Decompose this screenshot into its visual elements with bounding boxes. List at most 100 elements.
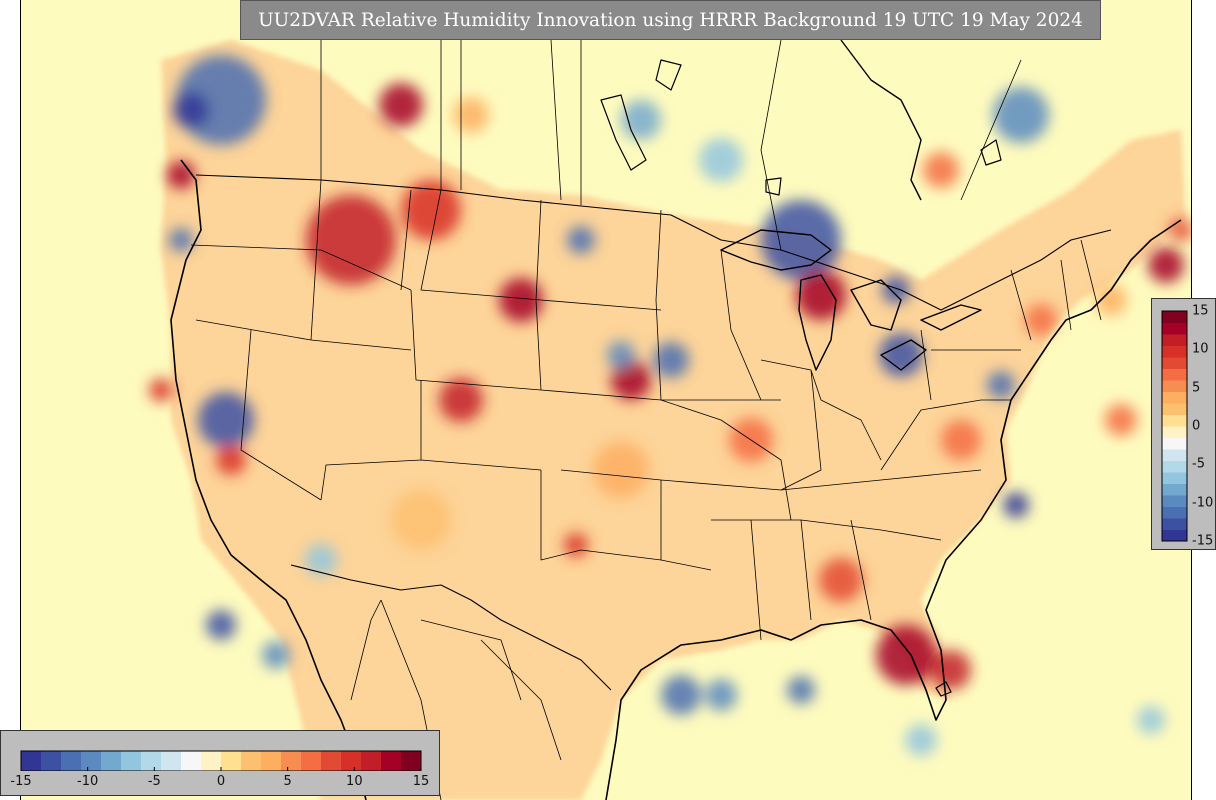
colorbar-swatch (221, 751, 242, 771)
innovation-anomaly (169, 228, 193, 252)
innovation-anomaly (306, 195, 396, 285)
colorbar-tick-label: 10 (1192, 341, 1209, 357)
innovation-anomaly (611, 360, 651, 400)
innovation-anomaly (607, 341, 635, 369)
innovation-anomaly (993, 87, 1049, 143)
state-borders (190, 40, 1102, 800)
innovation-anomaly (567, 226, 595, 254)
colorbar-swatch (1162, 414, 1187, 427)
innovation-anomaly (923, 152, 959, 188)
west-coastline (170, 159, 367, 800)
colorbar-swatch (1162, 403, 1187, 415)
colorbar-swatch (1162, 506, 1187, 519)
innovation-anomaly (879, 333, 923, 377)
innovation-anomaly (653, 342, 689, 378)
colorbar-swatch (281, 751, 302, 771)
colorbar-tick-label: 15 (412, 774, 430, 789)
innovation-anomalies (149, 55, 1191, 756)
colorbar-swatch (341, 751, 362, 771)
colorbar-swatch (21, 751, 42, 771)
colorbar-swatch (1162, 529, 1187, 542)
innovation-anomaly (1003, 492, 1029, 518)
colorbar-swatch (141, 751, 162, 771)
colorbar-swatch (201, 751, 222, 771)
colorbar-outline (1161, 310, 1188, 542)
colorbar-swatch (1162, 495, 1187, 507)
innovation-anomaly (796, 270, 846, 320)
innovation-anomaly (987, 371, 1015, 399)
colorbar-swatch (1162, 357, 1187, 369)
colorbar-tick-label: 10 (346, 774, 363, 789)
geographic-borders (170, 39, 1182, 800)
innovation-anomaly (882, 276, 910, 304)
mexico-border (290, 564, 612, 691)
colorbar-swatch (181, 751, 202, 771)
colorbar-tick-label: -10 (1192, 495, 1214, 511)
innovation-anomaly (439, 378, 483, 422)
colorbar-swatch (121, 751, 142, 771)
quebec-lakes (600, 59, 1002, 196)
humidity-map (21, 0, 1191, 800)
innovation-anomaly (453, 97, 489, 133)
innovation-anomaly (379, 83, 423, 127)
colorbar-swatch (1162, 322, 1187, 335)
innovation-anomaly (499, 278, 543, 322)
innovation-anomaly (1025, 304, 1057, 336)
innovation-anomaly (167, 161, 195, 189)
innovation-anomaly (1105, 404, 1137, 436)
great-lakes (720, 229, 982, 371)
colorbar-swatch (161, 751, 182, 771)
colorbar-horizontal-scale (20, 750, 422, 771)
innovation-anomaly (931, 650, 971, 690)
innovation-anomaly (593, 442, 649, 498)
innovation-anomaly (262, 641, 290, 669)
innovation-anomaly (216, 445, 246, 475)
innovation-anomaly (401, 180, 461, 240)
colorbar-tick-label: -5 (1192, 456, 1205, 472)
colorbar-swatch (1162, 472, 1187, 484)
colorbar-tick-label: 15 (1192, 303, 1209, 319)
colorbar-swatch (1162, 334, 1187, 346)
colorbar-swatch (61, 751, 82, 771)
colorbar-swatch (1162, 311, 1187, 323)
innovation-anomaly (173, 92, 209, 128)
innovation-anomaly (564, 533, 588, 557)
innovation-anomaly (699, 138, 743, 182)
colorbar-swatch (1162, 449, 1187, 461)
map-title-box: UU2DVAR Relative Humidity Innovation usi… (240, 0, 1101, 40)
innovation-anomaly (391, 490, 451, 550)
map-title: UU2DVAR Relative Humidity Innovation usi… (258, 9, 1083, 31)
colorbar-tick-label: 0 (1192, 418, 1201, 434)
colorbar-swatch (1162, 518, 1187, 530)
colorbar-swatch (1162, 426, 1187, 438)
florida-lake (935, 681, 952, 697)
colorbar-swatch (301, 751, 322, 771)
innovation-anomaly (198, 392, 254, 448)
colorbar-swatch (101, 751, 122, 771)
colorbar-swatch (1162, 460, 1187, 473)
innovation-anomaly (661, 675, 701, 715)
colorbar-tick-label: -10 (77, 774, 99, 789)
innovation-anomaly (787, 676, 815, 704)
colorbar-swatch (1162, 345, 1187, 358)
colorbar-swatch (381, 751, 402, 771)
colorbar-vertical-scale (1161, 310, 1188, 542)
colorbar-tick-label: 5 (283, 774, 292, 789)
colorbar-swatch (41, 751, 62, 771)
innovation-anomaly (1095, 284, 1127, 316)
colorbar-swatch (401, 751, 422, 771)
colorbar-swatch (241, 751, 262, 771)
canada-province-borders (320, 39, 1022, 251)
innovation-anomaly (1137, 706, 1165, 734)
colorbar-swatch (1162, 437, 1187, 450)
innovation-anomaly (761, 200, 841, 280)
colorbar-horizontal: -15 -10 -5 0 5 10 15 (0, 730, 440, 796)
colorbar-vertical: -15 -10 -5 0 5 10 15 (1151, 298, 1216, 550)
gulf-coastline (605, 609, 947, 800)
east-coastline (925, 219, 1182, 611)
hudson-bay-coast (840, 39, 922, 201)
innovation-anomaly (305, 544, 337, 576)
innovation-anomaly (705, 679, 737, 711)
colorbar-swatch (81, 751, 102, 771)
colorbar-swatch (1162, 483, 1187, 496)
